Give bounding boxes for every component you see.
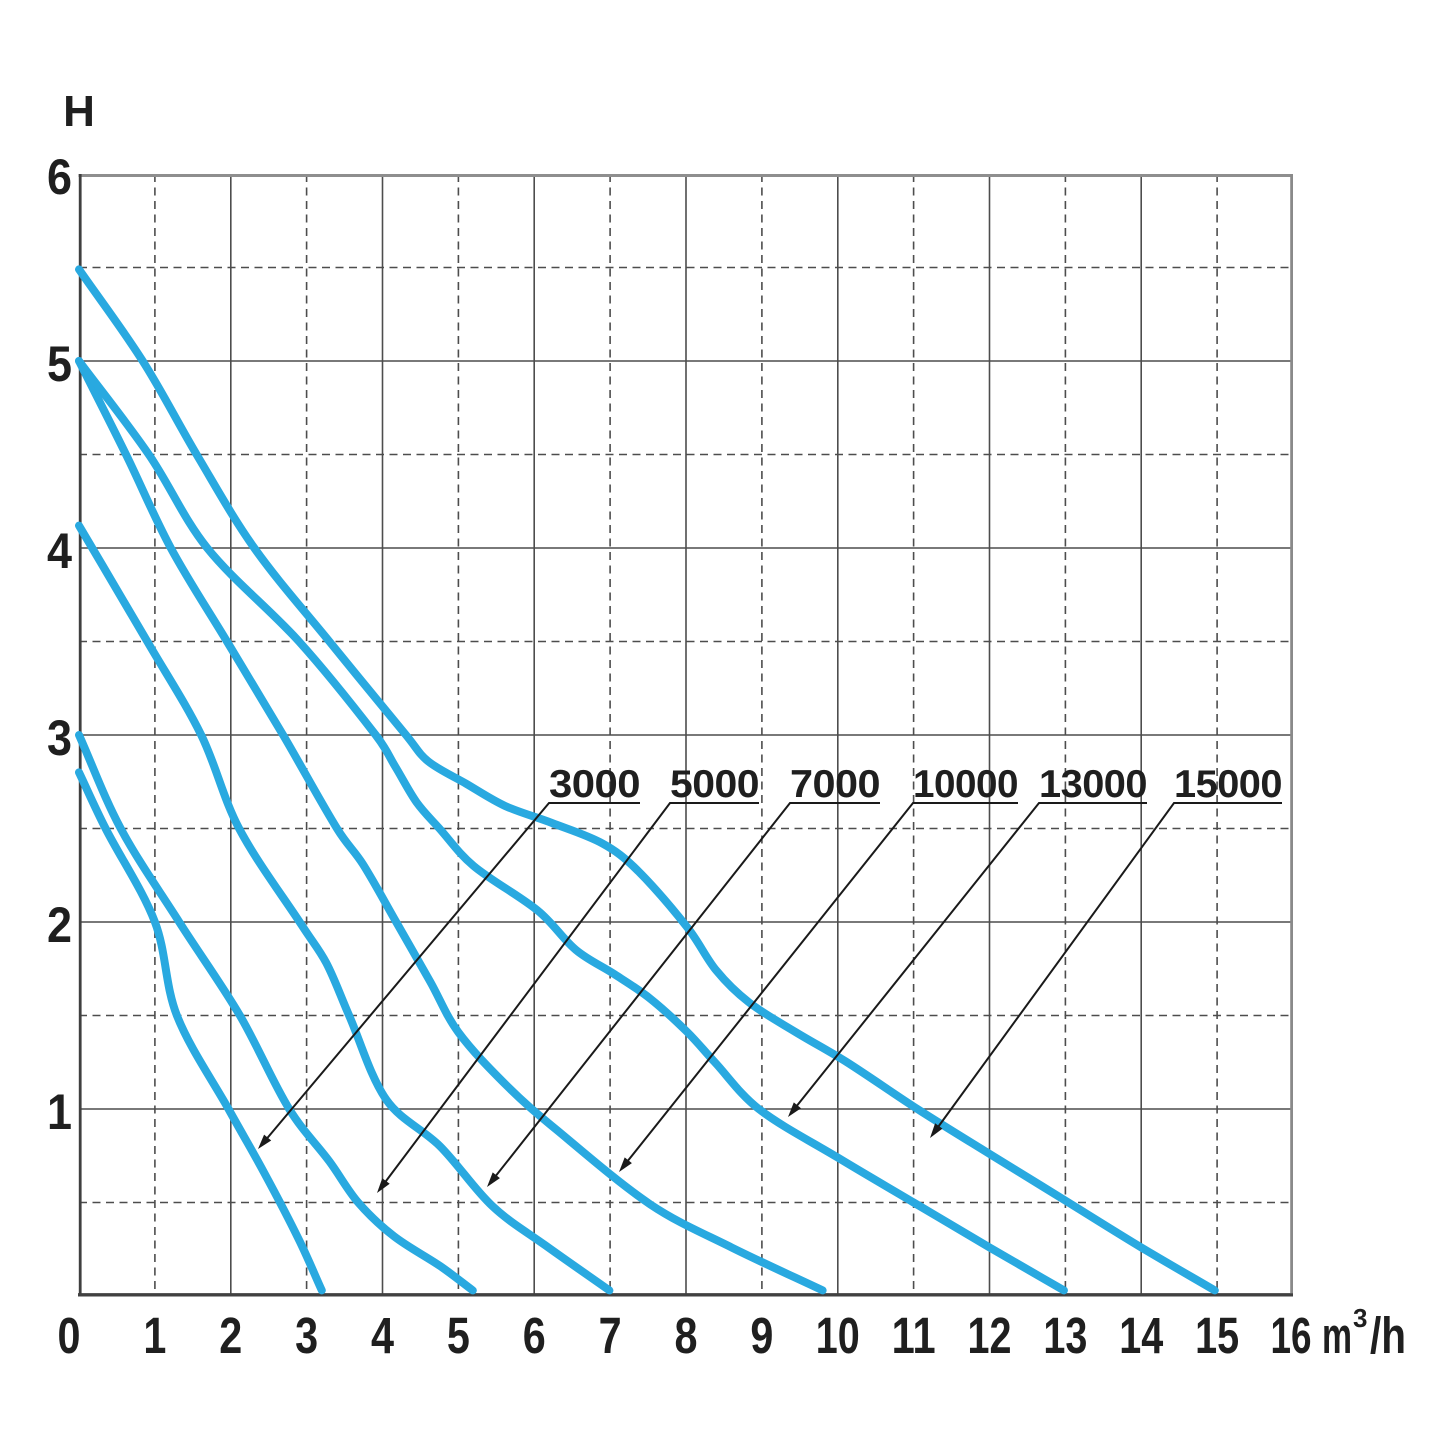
- svg-text:m: m: [1322, 1307, 1352, 1364]
- svg-text:8: 8: [675, 1307, 698, 1364]
- svg-text:16: 16: [1271, 1307, 1312, 1364]
- svg-text:14: 14: [1119, 1307, 1163, 1364]
- svg-text:4: 4: [371, 1307, 395, 1364]
- svg-text:13: 13: [1043, 1307, 1087, 1364]
- svg-text:3: 3: [295, 1307, 318, 1364]
- svg-text:/h: /h: [1370, 1307, 1406, 1364]
- svg-text:6: 6: [523, 1307, 546, 1364]
- svg-text:15000: 15000: [1174, 763, 1282, 806]
- svg-text:0: 0: [58, 1307, 81, 1364]
- svg-text:11: 11: [892, 1307, 936, 1364]
- svg-text:10: 10: [816, 1307, 860, 1364]
- svg-text:5: 5: [447, 1307, 470, 1364]
- svg-text:1: 1: [47, 1084, 72, 1140]
- svg-text:1: 1: [143, 1307, 166, 1364]
- svg-text:10000: 10000: [913, 763, 1018, 806]
- svg-text:2: 2: [219, 1307, 242, 1364]
- svg-text:2: 2: [47, 897, 72, 953]
- svg-text:5000: 5000: [670, 763, 759, 806]
- svg-text:9: 9: [750, 1307, 773, 1364]
- svg-text:3000: 3000: [549, 763, 640, 806]
- svg-text:H: H: [63, 87, 95, 136]
- svg-text:3: 3: [1353, 1303, 1367, 1333]
- svg-text:6: 6: [47, 149, 72, 205]
- svg-text:15: 15: [1195, 1307, 1239, 1364]
- svg-text:7000: 7000: [790, 763, 880, 806]
- svg-text:12: 12: [968, 1307, 1012, 1364]
- svg-text:13000: 13000: [1039, 763, 1147, 806]
- svg-text:3: 3: [47, 710, 72, 766]
- svg-text:7: 7: [599, 1307, 622, 1364]
- svg-text:4: 4: [47, 523, 72, 579]
- svg-text:5: 5: [47, 336, 72, 392]
